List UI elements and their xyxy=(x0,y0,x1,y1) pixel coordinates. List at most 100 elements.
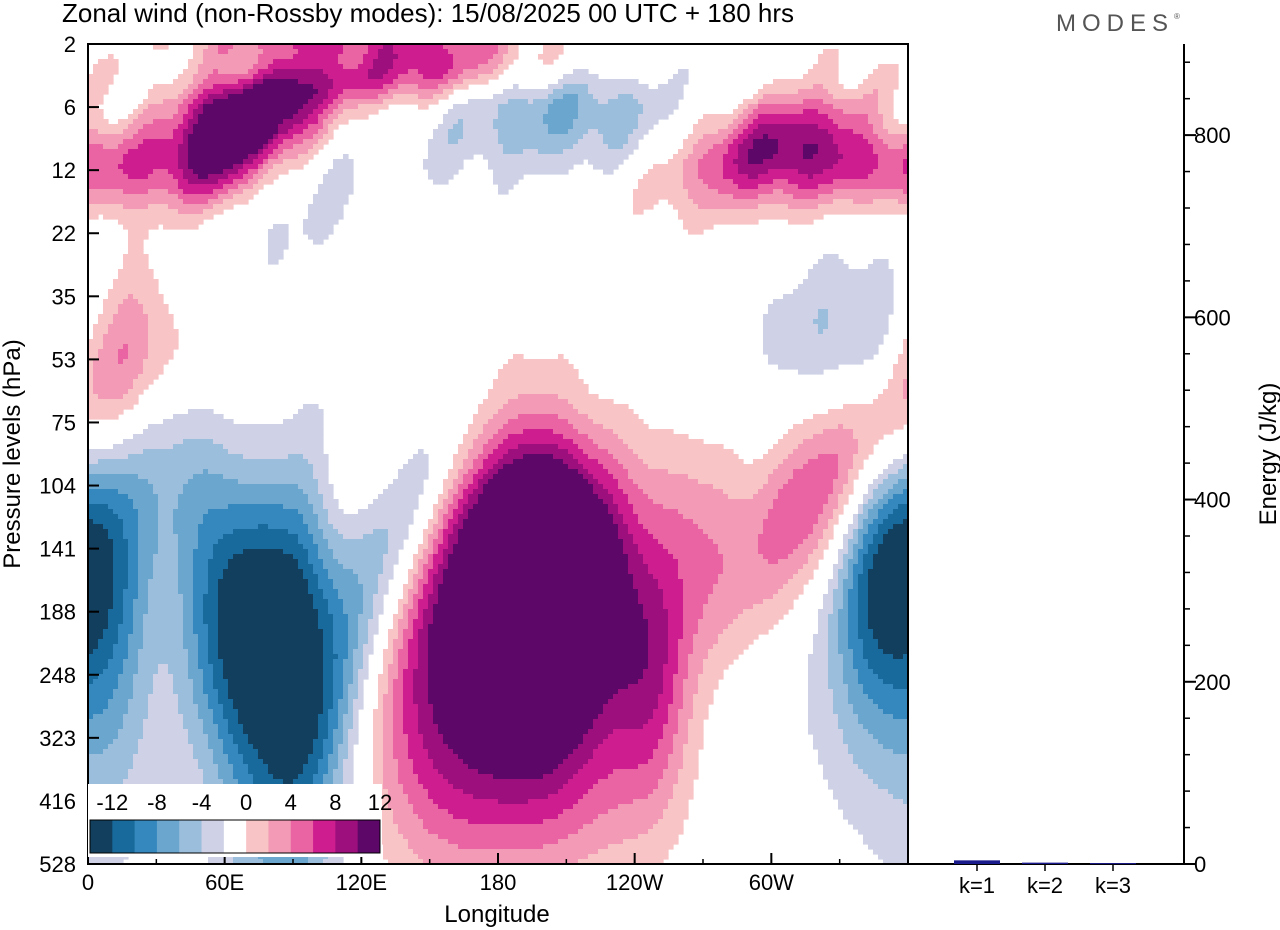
contour-cell xyxy=(263,79,299,85)
contour-cell xyxy=(573,69,589,75)
contour-cell xyxy=(503,424,574,430)
contour-cell xyxy=(428,574,434,580)
contour-cell xyxy=(598,779,659,785)
contour-cell xyxy=(883,859,908,864)
contour-cell xyxy=(133,379,154,385)
contour-cell xyxy=(418,639,429,645)
contour-cell xyxy=(318,769,329,775)
contour-cell xyxy=(833,479,849,485)
contour-cell xyxy=(183,714,199,720)
contour-cell xyxy=(888,499,908,505)
contour-cell xyxy=(673,684,684,690)
contour-cell xyxy=(113,654,129,660)
contour-cell xyxy=(308,524,319,530)
contour-cell xyxy=(88,199,184,205)
contour-cell xyxy=(203,54,259,60)
contour-cell xyxy=(308,214,344,220)
contour-cell xyxy=(838,614,849,620)
contour-cell xyxy=(153,119,184,125)
contour-cell xyxy=(188,654,199,660)
contour-cell xyxy=(613,474,629,480)
contour-cell xyxy=(303,219,339,225)
contour-cell xyxy=(303,544,319,550)
contour-cell xyxy=(353,569,384,575)
contour-cell xyxy=(333,629,349,635)
contour-cell xyxy=(783,484,834,490)
contour-cell xyxy=(663,604,684,610)
contour-cell xyxy=(233,699,324,705)
contour-cell xyxy=(663,589,684,595)
contour-cell xyxy=(178,194,219,200)
contour-cell xyxy=(168,204,214,210)
contour-cell xyxy=(128,114,139,120)
contour-cell xyxy=(423,74,444,80)
contour-cell xyxy=(193,604,204,610)
contour-cell xyxy=(113,599,124,605)
contour-cell xyxy=(418,649,429,655)
contour-cell xyxy=(433,529,439,535)
contour-cell xyxy=(758,489,779,495)
contour-cell xyxy=(293,124,309,130)
contour-cell xyxy=(638,549,669,555)
contour-cell xyxy=(148,584,179,590)
contour-cell xyxy=(203,99,214,105)
contour-cell xyxy=(303,569,314,575)
contour-cell xyxy=(833,119,869,125)
contour-cell xyxy=(458,119,464,125)
contour-cell xyxy=(88,759,134,765)
contour-cell xyxy=(818,544,829,550)
energy-tick-label: 400 xyxy=(1194,488,1231,513)
contour-cell xyxy=(193,594,204,600)
contour-cell xyxy=(318,764,329,770)
contour-cell xyxy=(658,779,679,785)
contour-cell xyxy=(678,574,719,580)
contour-cell xyxy=(138,659,189,665)
contour-cell xyxy=(723,139,734,145)
contour-cell xyxy=(323,174,354,180)
contour-cell xyxy=(383,664,389,670)
contour-cell xyxy=(198,644,209,650)
contour-cell xyxy=(233,774,254,780)
contour-cell xyxy=(318,484,334,490)
contour-cell xyxy=(188,664,199,670)
contour-cell xyxy=(863,644,879,650)
contour-cell xyxy=(848,749,894,755)
contour-cell xyxy=(358,104,389,110)
contour-cell xyxy=(398,84,419,90)
contour-cell xyxy=(428,534,439,540)
contour-cell xyxy=(718,634,759,640)
contour-cell xyxy=(183,114,194,120)
contour-cell xyxy=(653,574,679,580)
contour-cell xyxy=(668,199,694,205)
contour-cell xyxy=(423,164,464,170)
contour-cell xyxy=(638,544,664,550)
contour-cell xyxy=(133,614,144,620)
contour-cell xyxy=(168,169,184,175)
contour-cell xyxy=(753,94,764,100)
contour-cell xyxy=(268,249,284,255)
contour-cell xyxy=(903,654,908,660)
contour-cell xyxy=(843,809,908,815)
contour-cell xyxy=(393,64,454,70)
contour-cell xyxy=(823,774,869,780)
contour-cell xyxy=(393,809,414,815)
contour-cell xyxy=(128,579,139,585)
contour-cell xyxy=(303,764,319,770)
contour-cell xyxy=(338,754,349,760)
contour-cell xyxy=(628,469,669,475)
contour-cell xyxy=(428,664,649,670)
contour-cell xyxy=(723,164,739,170)
contour-cell xyxy=(363,664,369,670)
contour-cell xyxy=(183,489,304,495)
contour-cell xyxy=(223,569,304,575)
contour-cell xyxy=(798,169,824,175)
contour-cell xyxy=(143,304,169,310)
contour-cell xyxy=(398,779,419,785)
contour-cell xyxy=(428,154,474,160)
contour-cell xyxy=(198,664,214,670)
contour-cell xyxy=(343,724,354,730)
contour-cell xyxy=(273,59,339,65)
contour-cell xyxy=(858,679,884,685)
contour-cell xyxy=(683,609,704,615)
contour-cell xyxy=(123,224,159,230)
